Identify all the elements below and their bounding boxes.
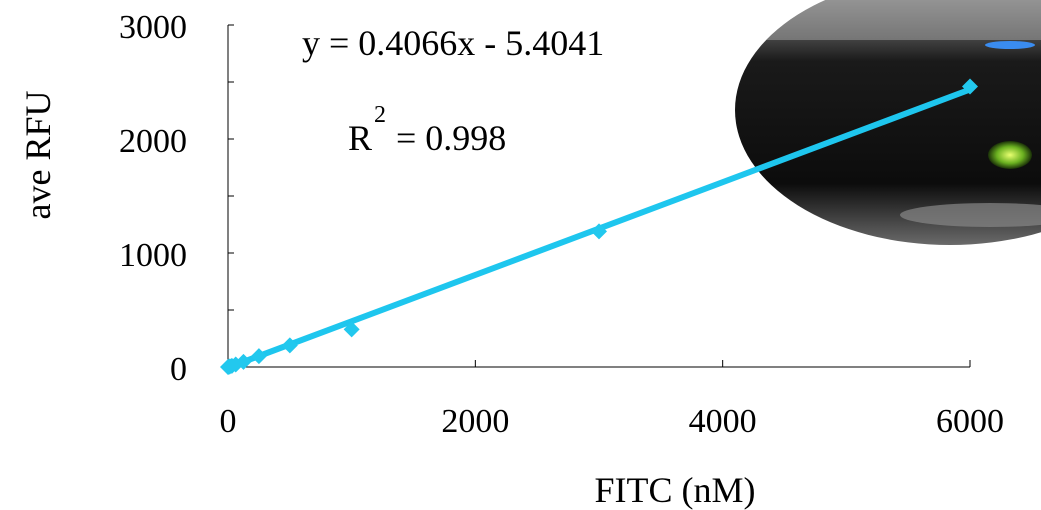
data-point [962,78,978,95]
x-tick-label: 0 [220,403,237,440]
equation: y = 0.4066x - 5.4041 [302,23,604,63]
y-tick-label: 0 [170,351,187,388]
data-point [281,337,298,354]
r-squared-value: = 0.998 [396,118,506,158]
y-axis-title: ave RFU [18,91,58,220]
y-tick-label: 3000 [119,9,187,46]
x-axis-title: FITC (nM) [595,470,756,510]
x-tick-label: 6000 [936,403,1004,440]
x-tick-label: 4000 [689,403,757,440]
data-point [343,321,360,338]
y-tick-label: 1000 [119,237,187,274]
data-point [250,348,267,365]
plot-area: 0 1000 2000 3000 0 2000 4000 6000 [119,9,1004,440]
data-point [591,223,607,240]
r-squared-label: R [348,118,372,158]
y-tick-label: 2000 [119,123,187,160]
x-tick-label: 2000 [441,403,509,440]
r-squared-exponent: 2 [374,102,386,128]
data-point [235,353,252,370]
